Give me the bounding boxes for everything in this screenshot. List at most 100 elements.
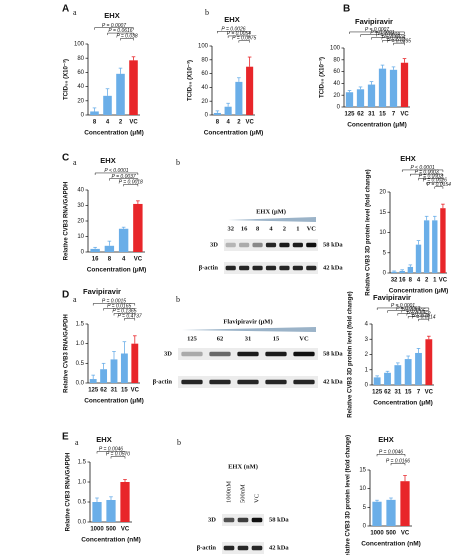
significance-bracket <box>96 451 126 454</box>
blot-band <box>252 242 263 248</box>
x-axis-label: Concentration (μM) <box>347 122 407 129</box>
y-tick-label: 0 <box>365 383 369 389</box>
y-axis-label: Relative CVB3 3D protein level (fold cha… <box>346 435 352 555</box>
y-tick-label: 100 <box>198 44 209 50</box>
x-axis-label: Concentration (μM) <box>389 288 449 295</box>
y-tick-label: 1 <box>365 367 369 373</box>
x-tick-label: 2 <box>237 120 241 126</box>
y-tick-label: 0 <box>363 524 367 530</box>
panel-label: D <box>62 290 69 301</box>
x-tick-label: 31 <box>394 390 401 396</box>
x-tick-label: 4 <box>122 257 126 263</box>
x-tick-label: 1000 <box>370 531 384 537</box>
bar <box>373 377 381 385</box>
significance-bracket <box>123 184 139 187</box>
blot-header: EHX (nM) <box>228 463 258 470</box>
x-tick-label: 125 <box>88 388 99 394</box>
significance-bracket <box>376 307 430 310</box>
significance-bracket <box>109 178 139 181</box>
y-tick-label: 60 <box>201 71 208 77</box>
blot-band <box>237 351 259 357</box>
x-tick-label: 2 <box>119 120 123 126</box>
x-tick-label: VC <box>439 278 448 284</box>
chart-title: Favipiravir <box>373 293 411 302</box>
lane-label: 125 <box>187 335 198 342</box>
significance-bracket <box>407 316 430 319</box>
x-tick-label: 8 <box>93 120 97 126</box>
x-tick-label: 1 <box>433 278 437 284</box>
x-tick-label: 500 <box>106 527 117 533</box>
y-axis-label: Relative CVB3 3D protein level (fold cha… <box>366 169 372 295</box>
p-value: P = 0.0015 <box>102 299 126 305</box>
lane-label: 4 <box>269 225 273 232</box>
blot-band <box>237 545 249 551</box>
size-label: 58 kDa <box>269 516 289 523</box>
x-tick-label: VC <box>400 112 409 118</box>
p-value: P = 0.0165 <box>107 304 131 310</box>
significance-bracket <box>418 318 430 322</box>
x-axis-label: Concentration (μM) <box>84 398 144 405</box>
blot-band <box>209 379 231 385</box>
p-value: P = 0.1365 <box>112 309 136 315</box>
y-tick-label: 0 <box>337 105 341 111</box>
bar <box>129 60 138 115</box>
bar <box>386 499 396 526</box>
blot-header: Flavipiravir (μM) <box>223 318 272 325</box>
lane-label: 62 <box>217 335 224 342</box>
x-tick-label: 15 <box>379 112 386 118</box>
p-value: P = 0.0205 <box>401 309 425 315</box>
significance-bracket <box>107 32 134 36</box>
significance-bracket <box>401 169 444 172</box>
y-tick-label: 80 <box>77 56 84 62</box>
x-tick-label: 4 <box>106 120 110 126</box>
y-tick-label: 1.5 <box>78 460 87 466</box>
significance-bracket <box>94 172 139 175</box>
significance-bracket <box>103 308 136 311</box>
p-value: P = 0.0001 <box>391 303 415 309</box>
y-tick-label: 20 <box>77 98 84 104</box>
p-value: P = 0.0026 <box>221 26 245 32</box>
y-tick-label: 1.5 <box>76 322 85 328</box>
chart-title: EHX <box>400 154 415 163</box>
panel-label: E <box>62 432 69 443</box>
y-tick-label: 0.0 <box>76 381 85 387</box>
x-tick-label: VC <box>134 257 143 263</box>
lane-label: 31 <box>245 335 252 342</box>
p-value: P = 0.0007 <box>102 23 126 29</box>
y-tick-label: 40 <box>333 81 340 87</box>
blot-band <box>265 265 277 271</box>
blot-band <box>265 242 277 248</box>
significance-bracket <box>113 313 136 316</box>
significance-bracket <box>238 40 250 43</box>
significance-bracket <box>360 34 405 37</box>
subpanel-label: b <box>176 295 180 304</box>
y-tick-label: 40 <box>77 84 84 90</box>
bar <box>407 266 414 273</box>
significance-bracket <box>227 35 250 38</box>
x-tick-label: 31 <box>368 112 375 118</box>
size-label: 58 kDa <box>323 241 343 248</box>
bar <box>246 66 254 115</box>
x-tick-label: 62 <box>100 388 107 394</box>
bar <box>106 500 116 522</box>
significance-bracket <box>94 27 134 30</box>
significance-bracket <box>371 37 405 40</box>
p-value: P = 0.0003 <box>415 169 439 175</box>
x-tick-label: 4 <box>417 278 421 284</box>
chart-title: EHX <box>378 435 393 444</box>
x-axis-label: Concentration (μM) <box>84 130 144 137</box>
x-tick-label: 15 <box>121 388 128 394</box>
x-tick-label: 7 <box>392 112 396 118</box>
significance-bracket <box>124 318 136 321</box>
subpanel-label: a <box>73 8 77 17</box>
blot-header: EHX (μM) <box>256 208 286 215</box>
y-tick-label: 80 <box>201 57 208 63</box>
bar <box>89 379 97 383</box>
bar <box>131 343 139 383</box>
bar <box>345 92 354 107</box>
bar <box>224 106 232 115</box>
lane-label: 2 <box>283 225 286 232</box>
p-value: P = 0.0114 <box>412 314 436 320</box>
row-label: 3D <box>208 516 216 523</box>
y-tick-label: 15 <box>379 210 386 216</box>
